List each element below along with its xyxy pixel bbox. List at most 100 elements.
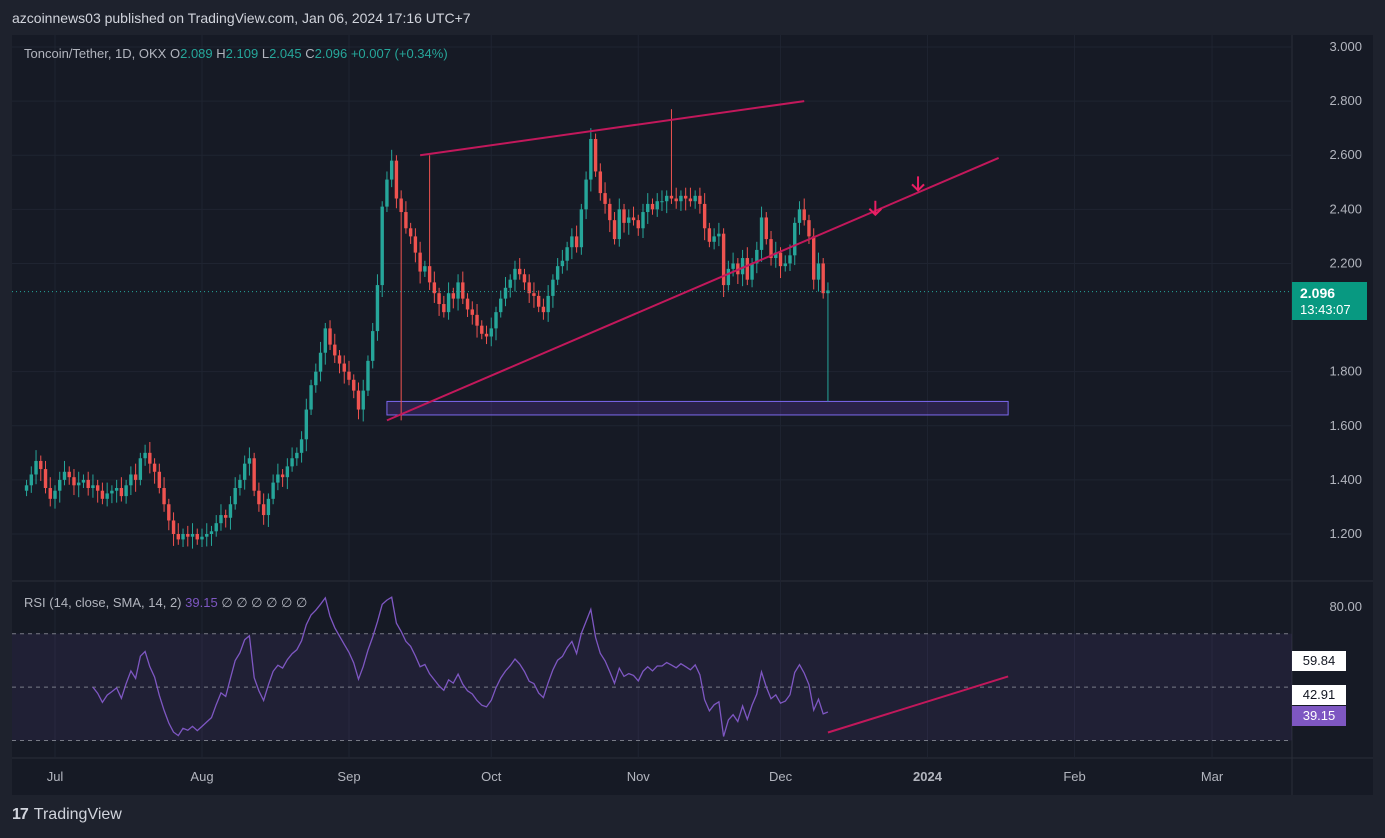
candle-body	[745, 258, 750, 280]
rsi-upper-band-tag: 59.84	[1292, 651, 1346, 671]
lower-trendline	[386, 157, 1000, 422]
candle-body	[385, 179, 389, 207]
candle-body	[95, 485, 100, 491]
candle-body	[655, 201, 659, 210]
candle-body	[105, 493, 109, 499]
candle-body	[636, 220, 640, 229]
candle-body	[541, 306, 546, 313]
candle-body	[565, 247, 569, 261]
candle-body	[774, 252, 778, 259]
candle-body	[698, 195, 702, 204]
candle-body	[551, 279, 555, 296]
candle-body	[124, 485, 128, 497]
candle-body	[176, 534, 180, 540]
candle-body	[480, 325, 484, 334]
candle-body	[574, 236, 579, 248]
upper-trendline	[419, 100, 805, 157]
candle-body	[494, 312, 498, 329]
candle-body	[608, 203, 612, 221]
candle-body	[442, 304, 446, 313]
candle-body	[456, 282, 460, 299]
chart-canvas[interactable]: Jul Aug Sep Oct Nov Dec 2024 Feb Mar 3.000 2.800 2.…	[12, 35, 1373, 795]
symbol-label[interactable]: Toncoin/Tether, 1D, OKX	[24, 46, 167, 61]
x-tick-label: Dec	[769, 769, 793, 784]
candle-body	[214, 523, 218, 532]
candle-body	[257, 490, 261, 505]
x-tick-label: Mar	[1201, 769, 1224, 784]
candle-body	[603, 193, 607, 204]
candle-body	[461, 282, 465, 299]
candle-body	[228, 504, 233, 518]
candle-body	[513, 268, 517, 280]
high-value: 2.109	[225, 46, 259, 61]
candle-body	[499, 298, 503, 313]
candle-body	[247, 458, 252, 464]
last-price: 2.096	[1300, 285, 1336, 301]
candle-body	[200, 536, 204, 540]
candle-body	[119, 488, 124, 497]
candle-body	[423, 266, 427, 272]
candle-body	[783, 263, 787, 267]
candle-body	[285, 466, 290, 478]
candle-body	[62, 471, 67, 480]
candle-body	[347, 371, 351, 380]
candle-body	[100, 490, 105, 499]
candle-body	[669, 195, 674, 199]
candle-body	[518, 268, 522, 275]
candle-body	[560, 260, 565, 267]
candle-body	[631, 217, 636, 221]
candle-body	[67, 471, 71, 478]
rsi-line	[92, 596, 829, 737]
candle-body	[333, 344, 337, 356]
candle-body	[133, 474, 138, 480]
candle-body	[148, 452, 152, 464]
rsi-label[interactable]: RSI (14, close, SMA, 14, 2)	[24, 595, 182, 610]
candle-body	[579, 209, 584, 248]
rsi-legend[interactable]: RSI (14, close, SMA, 14, 2) 39.15 ∅ ∅ ∅ …	[24, 595, 307, 611]
candle-body	[361, 390, 365, 410]
candle-body	[755, 249, 759, 264]
candle-body	[157, 471, 162, 489]
candle-body	[271, 482, 275, 499]
candle-body	[536, 295, 541, 307]
footer-branding[interactable]: 17 TradingView	[12, 806, 122, 824]
candle-body	[432, 282, 437, 294]
brand-name: TradingView	[33, 806, 122, 823]
y-tick-label: 1.800	[1329, 364, 1362, 379]
candle-body	[399, 198, 403, 213]
candle-body	[726, 268, 731, 286]
ohlc-legend[interactable]: Toncoin/Tether, 1D, OKX O2.089 H2.109 L2…	[24, 46, 448, 61]
y-tick-label: 1.200	[1329, 526, 1362, 541]
candle-body	[593, 138, 598, 172]
candle-body	[328, 328, 332, 345]
candle-body	[646, 203, 650, 213]
change-value: +0.007 (+0.34%)	[350, 46, 448, 61]
candle-body	[318, 352, 323, 372]
candle-body	[740, 258, 745, 275]
candle-body	[522, 274, 527, 283]
candle-body	[793, 222, 797, 256]
candle-body	[778, 252, 783, 267]
candle-body	[295, 452, 299, 459]
candle-body	[451, 293, 456, 299]
last-price-tag: 2.096 13:43:07	[1292, 282, 1367, 320]
candle-body	[91, 485, 95, 489]
candle-body	[171, 520, 176, 534]
candle-body	[205, 534, 209, 537]
candle-body	[693, 195, 697, 202]
bar-countdown: 13:43:07	[1300, 302, 1351, 317]
chart-frame[interactable]: Jul Aug Sep Oct Nov Dec 2024 Feb Mar 3.000 2.800 2.…	[12, 35, 1373, 795]
close-value: 2.096	[314, 46, 348, 61]
candle-body	[110, 490, 114, 494]
candle-body	[195, 534, 199, 540]
candle-body	[86, 479, 90, 489]
candle-body	[612, 220, 617, 240]
candle-body	[750, 263, 754, 280]
candle-body	[233, 488, 237, 505]
candle-body	[788, 255, 792, 264]
candle-body	[427, 266, 432, 283]
open-label: O	[169, 46, 181, 61]
x-tick-label: Jul	[47, 769, 64, 784]
axes: Jul Aug Sep Oct Nov Dec 2024 Feb Mar 3.000 2.800 2.…	[47, 39, 1362, 784]
candle-body	[826, 290, 830, 294]
